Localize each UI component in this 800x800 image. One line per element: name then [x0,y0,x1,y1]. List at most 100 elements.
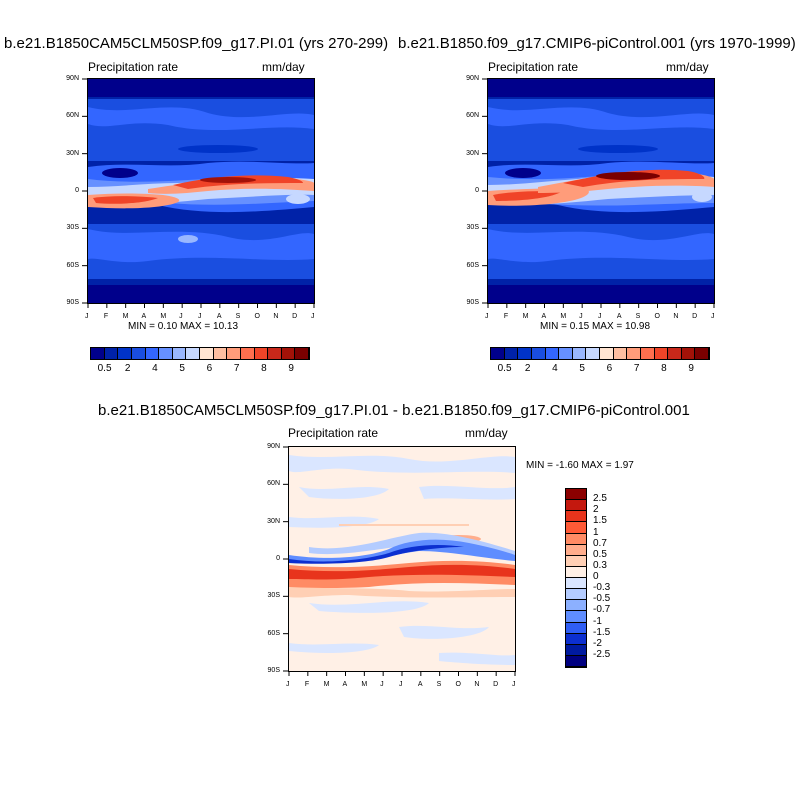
panel1-x-tick-label: O [254,313,260,320]
panel2-x-tick-label: J [598,313,602,320]
panel1-colorbar-swatch [213,348,228,359]
panel1-colorbar-swatch [281,348,296,359]
panel1-x-tick-label: F [103,313,109,320]
panel2-x-tick-label: F [503,313,509,320]
panel1-colorbar-tick-label: 8 [261,363,267,374]
panel2-colorbar-tick-label: 6 [606,363,613,374]
panel3-colorbar-tick-label: -1 [593,615,602,627]
panel3-x-tick-label: F [304,681,310,688]
panel1-heatmap [88,79,314,303]
panel3-colorbar-swatch [566,566,586,578]
panel1-x-tick-label: N [273,313,279,320]
panel1-subtitle-right: mm/day [262,60,305,74]
panel3-colorbar-tick-label: 2.5 [593,493,607,505]
panel1-x-tick-label: J [85,313,89,320]
panel1-colorbar-swatch [145,348,160,359]
panel1-y-tick-label: 90S [66,299,79,306]
panel2-colorbar-swatch [668,348,682,359]
panel3-stats: MIN = -1.60 MAX = 1.97 [526,460,634,471]
panel2-y-tick-label: 0 [475,187,479,194]
panel2-colorbar-swatch [559,348,573,359]
panel3-y-tick-label: 60S [267,629,280,637]
panel2-colorbar-swatch [531,348,546,359]
panel3-x-tick-label: M [361,681,368,688]
panel3-x-tick-label: N [474,681,480,688]
panel2-colorbar-swatch [613,348,628,359]
panel3-colorbar-tick-label: 2 [593,504,599,516]
panel3-colorbar-swatch [566,655,586,667]
panel3-x-tick-label: O [455,681,461,688]
panel3-colorbar-swatch [566,500,586,512]
panel3-subtitle-left: Precipitation rate [288,426,379,440]
panel2-colorbar-swatch [518,348,532,359]
panel3-x-tick-label: A [417,681,423,688]
panel3-colorbar-swatch [566,589,586,601]
panel3-colorbar-swatch [566,578,586,590]
panel2-colorbar-swatch [545,348,560,359]
panel2-y-tick-label: 90S [466,299,479,306]
panel3-y-tick-label: 90N [267,443,280,450]
panel1-y-tick-label: 30N [66,149,79,157]
panel1-colorbar-tick-label: 4 [152,363,158,374]
panel3-colorbar-swatch [566,622,586,634]
panel3-colorbar-tick-label: -1.5 [593,626,611,638]
panel1-y-tick-label: 0 [75,187,79,194]
panel2-colorbar-tick-label: 5 [579,363,585,374]
panel2-colorbar-swatch [627,348,641,359]
panel3-colorbar-swatch [566,511,586,523]
panel1-stats: MIN = 0.10 MAX = 10.13 [128,321,239,332]
panel3-x-tick-label: J [512,681,516,688]
panel3-colorbar-swatch [566,544,586,556]
panel3-x-tick-label: D [493,681,499,688]
panel1-colorbar-tick-label: 0.5 [97,363,112,374]
panel3-plot [288,446,516,672]
panel2-x-tick-label: J [579,313,583,320]
panel2-colorbar-swatch [654,348,669,359]
panel3-x-tick-label: M [323,681,330,688]
panel2-colorbar-swatch [586,348,600,359]
panel1-colorbar-swatch [91,348,105,359]
panel1-colorbar-swatch [240,348,255,359]
panel3-y-tick-label: 0 [276,555,280,562]
panel3-x-tick-label: J [399,681,403,688]
panel3-colorbar-tick-label: -0.7 [593,604,611,616]
panel3-colorbar-swatch [566,522,586,534]
panel3-colorbar-tick-label: -2 [593,637,602,649]
panel1-subtitle-left: Precipitation rate [88,60,179,74]
panel3-colorbar-swatch [566,600,586,612]
panel2-subtitle-left: Precipitation rate [488,60,579,74]
panel3-colorbar-tick-label: 0.3 [593,559,607,571]
panel1-colorbar [90,347,310,360]
panel3-x-tick-label: S [436,681,442,688]
panel1-x-tick-label: D [292,313,298,320]
panel1-colorbar-swatch [118,348,132,359]
panel2-subtitle-right: mm/day [666,60,709,74]
panel1-colorbar-tick-label: 6 [206,363,213,374]
panel3-colorbar-tick-label: 0.5 [593,548,607,560]
panel1-x-tick-label: M [122,313,129,320]
panel1-x-tick-label: M [160,313,167,320]
panel3-colorbar-swatch [566,633,586,645]
panel1-x-tick-label: A [141,313,147,320]
panel1-colorbar-tick-label: 2 [124,363,131,374]
panel2-x-tick-label: A [616,313,622,320]
panel3-colorbar-tick-label: -0.3 [593,582,611,594]
panel2-y-tick-label: 30N [466,149,479,157]
panel2-colorbar-swatch [695,348,709,359]
panel1-x-tick-label: S [235,313,241,320]
panel3-colorbar-tick-label: 1.5 [593,515,607,527]
panel3-x-tick-label: A [342,681,348,688]
panel3-colorbar-swatch [566,644,586,656]
panel2-x-tick-label: D [692,313,698,320]
panel1-colorbar-swatch [268,348,282,359]
panel1-colorbar-tick-label: 7 [233,363,240,374]
panel2-colorbar-tick-label: 8 [661,363,667,374]
panel2-x-tick-label: J [711,313,715,320]
panel3-x-tick-label: J [380,681,384,688]
panel1-plot [87,78,315,304]
panel2-heatmap [488,79,714,303]
panel1-colorbar-swatch [186,348,200,359]
panel2-x-tick-label: M [560,313,567,320]
panel1-x-tick-label: A [216,313,222,320]
